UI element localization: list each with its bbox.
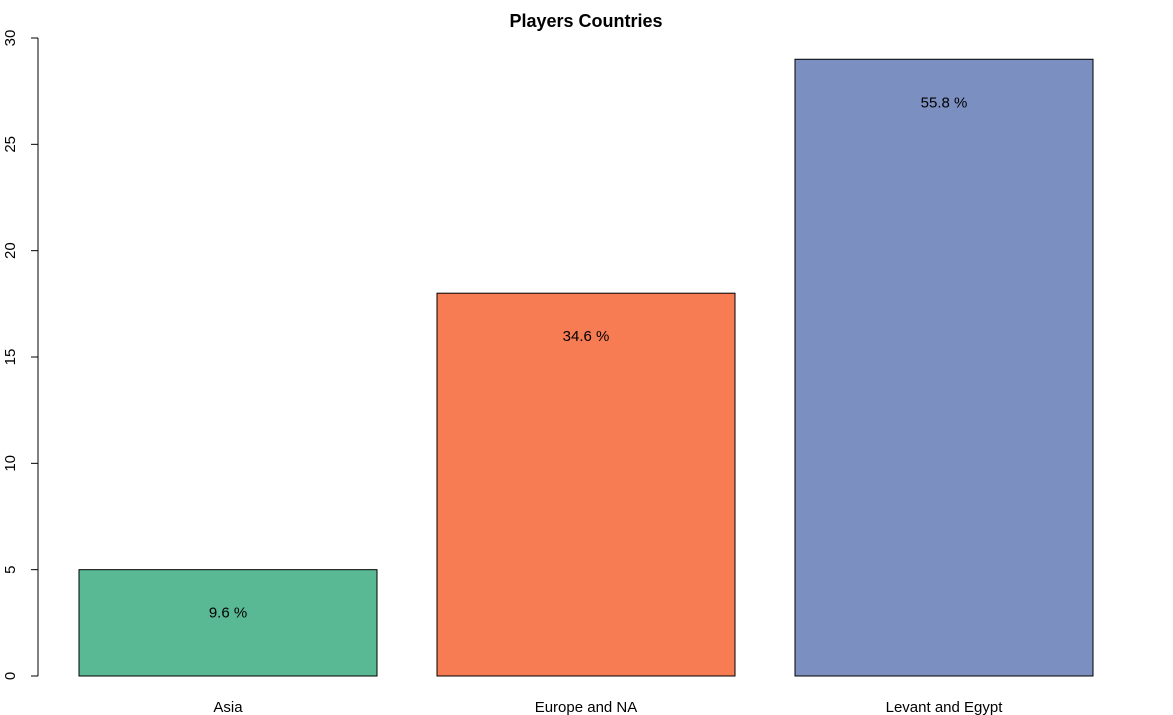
bar-data-label: 34.6 %	[563, 328, 610, 345]
y-axis: 0 5 10 15 20 25 30	[2, 30, 39, 680]
y-tick-label: 30	[2, 30, 19, 47]
bar-levant-and-egypt	[794, 58, 1094, 677]
y-tick-label: 5	[2, 565, 19, 573]
category-label: Europe and NA	[535, 699, 638, 715]
labels-group: 9.6 % Asia 34.6 % Europe and NA 55.8 % Levant…	[209, 94, 1003, 715]
y-tick-label: 0	[2, 672, 19, 680]
category-label: Levant and Egypt	[886, 699, 1004, 715]
y-tick-label: 25	[2, 136, 19, 153]
bars-group	[78, 58, 1094, 677]
bar-data-label: 9.6 %	[209, 605, 247, 622]
category-label: Asia	[213, 699, 243, 715]
bar-asia	[78, 569, 378, 677]
bar-data-label: 55.8 %	[921, 94, 968, 111]
y-tick-label: 10	[2, 455, 19, 472]
bar-europe-and-na	[436, 292, 736, 677]
chart-title: Players Countries	[509, 11, 662, 31]
y-tick-label: 15	[2, 349, 19, 366]
y-tick-label: 20	[2, 242, 19, 259]
